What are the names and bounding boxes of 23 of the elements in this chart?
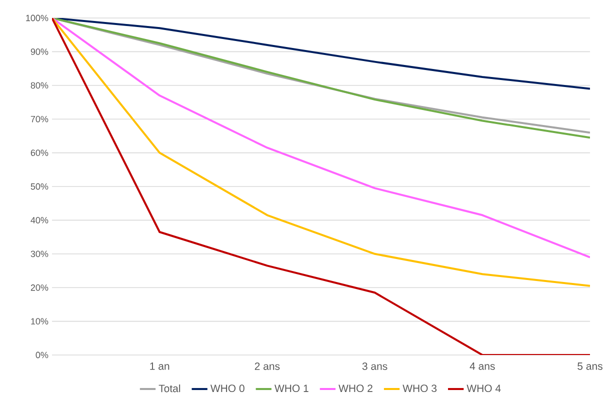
x-tick-label: 1 an — [150, 362, 170, 370]
y-tick-label: 60% — [30, 150, 48, 156]
y-tick-label: 100% — [26, 14, 48, 22]
y-tick-label: 40% — [30, 217, 48, 224]
line-series — [52, 18, 590, 355]
legend-label: Total — [158, 384, 180, 392]
legend-label: WHO 0 — [210, 384, 244, 392]
x-tick-label: 2 ans — [254, 362, 280, 370]
y-tick-label: 10% — [31, 318, 48, 324]
legend-label: WHO 2 — [338, 384, 372, 392]
x-tick-label: 3 ans — [362, 362, 388, 370]
y-tick-label: 90% — [30, 48, 48, 55]
y-tick-label: 50% — [30, 183, 48, 190]
legend-label: WHO 1 — [274, 384, 308, 392]
legend-label: WHO 4 — [466, 384, 501, 392]
y-tick-label: 70% — [30, 116, 48, 122]
legend-label: WHO 3 — [402, 384, 437, 392]
y-tick-label: 20% — [30, 284, 48, 291]
y-tick-label: 0% — [36, 352, 48, 358]
y-tick-label: 30% — [30, 250, 48, 258]
x-tick-label: 5 ans — [578, 362, 602, 370]
y-tick-label: 80% — [30, 82, 48, 89]
x-tick-label: 4 ans — [470, 362, 495, 370]
